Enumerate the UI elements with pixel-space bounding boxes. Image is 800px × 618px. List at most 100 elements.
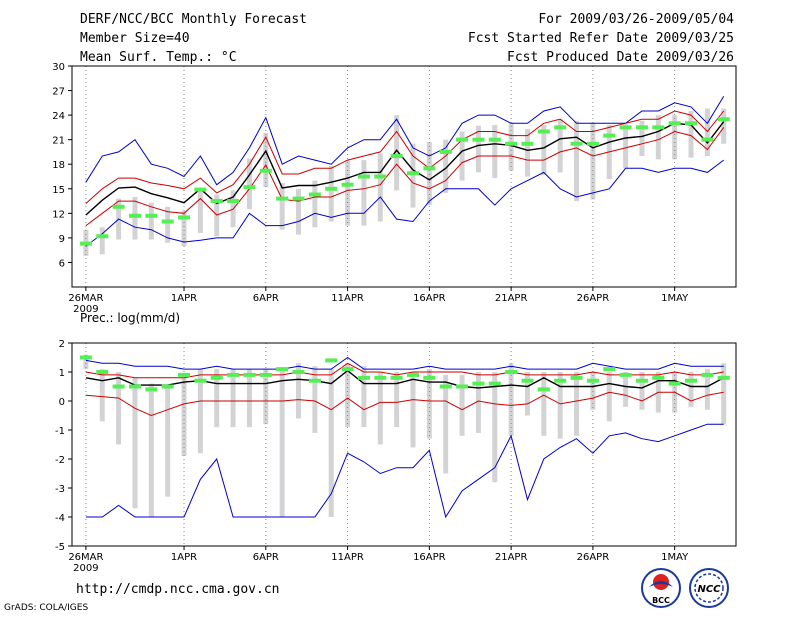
precip-ensemble-box [165, 386, 171, 497]
temp-observed-marker [259, 168, 272, 173]
precip-observed-marker [423, 375, 436, 380]
precip-observed-marker [145, 387, 158, 392]
precip-observed-marker [717, 375, 730, 380]
precip-year-label: 2009 [73, 563, 98, 574]
precip-ensemble-box [704, 369, 710, 410]
temp-observed-marker [570, 141, 583, 146]
precip-observed-marker [554, 378, 567, 383]
temp-observed-marker [210, 199, 223, 204]
precip-y-tick-label: 2 [59, 339, 65, 350]
temp-observed-marker [243, 185, 256, 190]
precip-observed-marker [603, 367, 616, 372]
precip-observed-marker [701, 372, 714, 377]
precip-observed-marker [341, 367, 354, 372]
precip-ensemble-box [361, 366, 367, 428]
temp-observed-marker [652, 125, 665, 130]
temp-observed-marker [701, 137, 714, 142]
bcc-logo-icon: BCC [641, 568, 681, 608]
variable-label: Mean Surf. Temp.: °C [80, 50, 237, 65]
temp-observed-marker [619, 125, 632, 130]
temp-observed-marker [406, 171, 419, 176]
precip-ensemble-box [524, 372, 530, 416]
temp-series-min [85, 159, 725, 247]
temp-y-tick-label: 12 [52, 209, 65, 220]
precip-ensemble-box [639, 372, 645, 410]
precip-y-tick-label: -2 [55, 455, 65, 466]
precip-observed-marker [79, 355, 92, 360]
temp-observed-marker [717, 117, 730, 122]
precip-ensemble-box [197, 369, 203, 454]
precip-observed-marker [472, 381, 485, 386]
precip-ensemble-box [721, 363, 727, 425]
precip-observed-marker [259, 372, 272, 377]
precip-observed-marker [292, 370, 305, 374]
precip-observed-marker [668, 381, 681, 386]
temp-x-tick-label: 26MAR [68, 293, 103, 304]
precip-ensemble-box [99, 369, 105, 422]
temp-ensemble-box [296, 188, 302, 235]
precip-ensemble-box [557, 372, 563, 439]
temp-observed-marker [423, 166, 436, 171]
chart-title: DERF/NCC/BCC Monthly Forecast [80, 12, 307, 27]
precip-ensemble-box [246, 369, 252, 428]
temp-y-tick-label: 9 [59, 234, 65, 245]
precip-observed-marker [456, 384, 469, 389]
precip-x-tick-label: 1MAY [661, 552, 689, 563]
temp-ensemble-box [574, 120, 580, 202]
temp-observed-marker [374, 174, 387, 179]
precip-observed-marker [194, 378, 207, 383]
temp-observed-marker [537, 129, 550, 134]
precip-observed-marker [227, 372, 240, 377]
precip-ensemble-box [492, 372, 498, 483]
temp-series-mean-sd [85, 127, 725, 227]
temp-observed-marker [79, 241, 92, 246]
temp-observed-marker [456, 137, 469, 142]
temp-x-tick-label: 21APR [495, 293, 528, 304]
temp-ensemble-box [148, 202, 154, 240]
precip-observed-marker [357, 375, 370, 380]
precip-y-tick-label: -1 [55, 426, 65, 437]
temp-ensemble-box [672, 115, 678, 160]
temp-observed-marker [161, 219, 174, 224]
precip-x-tick-label: 6APR [253, 552, 279, 563]
temp-ensemble-box [704, 108, 710, 157]
precip-observed-marker [570, 375, 583, 380]
precip-ensemble-box [394, 372, 400, 428]
temp-ensemble-box [246, 158, 252, 210]
temp-ensemble-box [263, 133, 269, 188]
precip-observed-marker [685, 378, 698, 383]
precip-ensemble-box [377, 372, 383, 445]
precip-ensemble-box [83, 354, 89, 370]
precip-observed-marker [276, 367, 289, 372]
precip-ensemble-box [328, 369, 334, 517]
temp-ensemble-box [410, 143, 416, 208]
precip-observed-marker [488, 381, 501, 386]
precip-ensemble-box [132, 377, 138, 509]
precip-ensemble-box [475, 372, 481, 433]
temp-ensemble-box [181, 210, 187, 247]
precip-observed-marker [112, 384, 125, 389]
temp-ensemble-box [361, 160, 367, 226]
precip-y-tick-label: 1 [59, 368, 65, 379]
grads-credit: GrADS: COLA/IGES [4, 603, 89, 613]
precip-ensemble-box [148, 383, 154, 517]
source-url[interactable]: http://cmdp.ncc.cma.gov.cn [76, 582, 280, 597]
temp-ensemble-box [443, 139, 449, 193]
precip-ensemble-box [181, 377, 187, 457]
temp-series-mean [85, 121, 725, 216]
precip-series-max [85, 356, 724, 370]
produced-date: Fcst Produced Date 2009/03/26 [507, 50, 734, 65]
temp-x-tick-label: 26APR [577, 293, 610, 304]
temp-observed-marker [128, 213, 141, 218]
temp-ensemble-box [639, 120, 645, 157]
temp-ensemble-box [328, 165, 334, 222]
temp-y-tick-label: 21 [52, 136, 65, 147]
refer-date: Fcst Started Refer Date 2009/03/25 [467, 31, 734, 46]
precip-x-tick-label: 21APR [495, 552, 528, 563]
temp-observed-marker [390, 154, 403, 159]
temp-observed-marker [357, 174, 370, 179]
temp-ensemble-box [688, 111, 694, 158]
precip-x-tick-label: 1APR [171, 552, 197, 563]
temp-ensemble-box [345, 160, 351, 226]
